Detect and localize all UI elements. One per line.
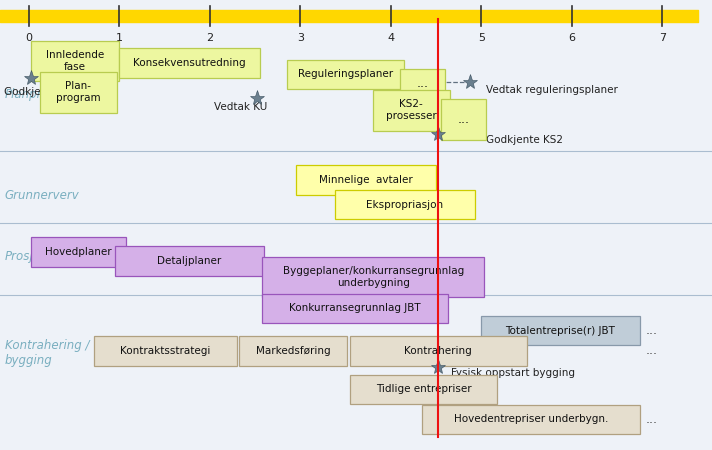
Text: Planprosess: Planprosess [4,88,75,101]
FancyBboxPatch shape [40,72,117,112]
FancyBboxPatch shape [115,247,264,275]
Text: Plan-
program: Plan- program [56,81,100,103]
Text: Godkjente KS2: Godkjente KS2 [486,135,562,145]
Text: ...: ... [417,77,429,90]
Text: Minnelige  avtaler: Minnelige avtaler [319,175,413,185]
FancyBboxPatch shape [481,316,639,346]
Text: 4: 4 [387,33,394,43]
FancyBboxPatch shape [239,337,347,365]
Text: 3: 3 [297,33,304,43]
Text: ...: ... [457,113,469,126]
Text: Totalentreprise(r) JBT: Totalentreprise(r) JBT [506,326,615,336]
Text: 2: 2 [206,33,214,43]
Text: Vedtak reguleringsplaner: Vedtak reguleringsplaner [486,85,618,95]
FancyBboxPatch shape [422,405,639,434]
Text: Kontrahering /
bygging: Kontrahering / bygging [4,339,89,367]
Text: Tidlige entrepriser: Tidlige entrepriser [376,384,471,394]
FancyBboxPatch shape [262,256,484,297]
FancyBboxPatch shape [400,69,445,98]
Text: Reguleringsplaner: Reguleringsplaner [298,69,393,79]
FancyBboxPatch shape [335,190,475,219]
Text: ...: ... [646,413,658,426]
Text: Prosjektering: Prosjektering [4,250,82,263]
FancyBboxPatch shape [31,238,126,266]
Text: Konkurransegrunnlag JBT: Konkurransegrunnlag JBT [289,303,421,313]
Text: Vedtak KU: Vedtak KU [214,102,268,112]
Text: Byggeplaner/konkurransegrunnlag
underbygning: Byggeplaner/konkurransegrunnlag underbyg… [283,266,464,288]
Text: KS2-
prosesser: KS2- prosesser [386,99,436,121]
Text: Godkjent KS1: Godkjent KS1 [4,87,74,97]
Text: Hovedplaner: Hovedplaner [45,247,112,257]
Text: Detaljplaner: Detaljplaner [157,256,221,266]
Text: Konsekvensutredning: Konsekvensutredning [133,58,246,68]
Text: Ekspropriasjon: Ekspropriasjon [366,200,444,210]
FancyBboxPatch shape [262,294,448,323]
FancyBboxPatch shape [350,374,497,404]
Text: 7: 7 [659,33,666,43]
Text: 5: 5 [478,33,485,43]
Text: 0: 0 [26,33,33,43]
FancyBboxPatch shape [287,59,404,89]
FancyBboxPatch shape [296,166,436,194]
Text: Kontrahering: Kontrahering [404,346,472,356]
Text: ...: ... [646,324,658,337]
Text: Grunnerverv: Grunnerverv [4,189,79,202]
Text: Markedsføring: Markedsføring [256,346,330,356]
Text: 1: 1 [116,33,123,43]
Text: ...: ... [646,345,658,357]
FancyBboxPatch shape [350,337,527,365]
Text: Hovedentrepriser underbygn.: Hovedentrepriser underbygn. [454,414,608,424]
Text: Innledende
fase: Innledende fase [46,50,104,72]
FancyBboxPatch shape [31,40,120,81]
FancyBboxPatch shape [94,337,237,365]
Text: 6: 6 [568,33,575,43]
FancyBboxPatch shape [120,48,260,77]
FancyBboxPatch shape [441,99,486,140]
Text: Fysisk oppstart bygging: Fysisk oppstart bygging [451,369,575,378]
Text: Kontraktsstrategi: Kontraktsstrategi [120,346,211,356]
FancyBboxPatch shape [373,90,450,130]
